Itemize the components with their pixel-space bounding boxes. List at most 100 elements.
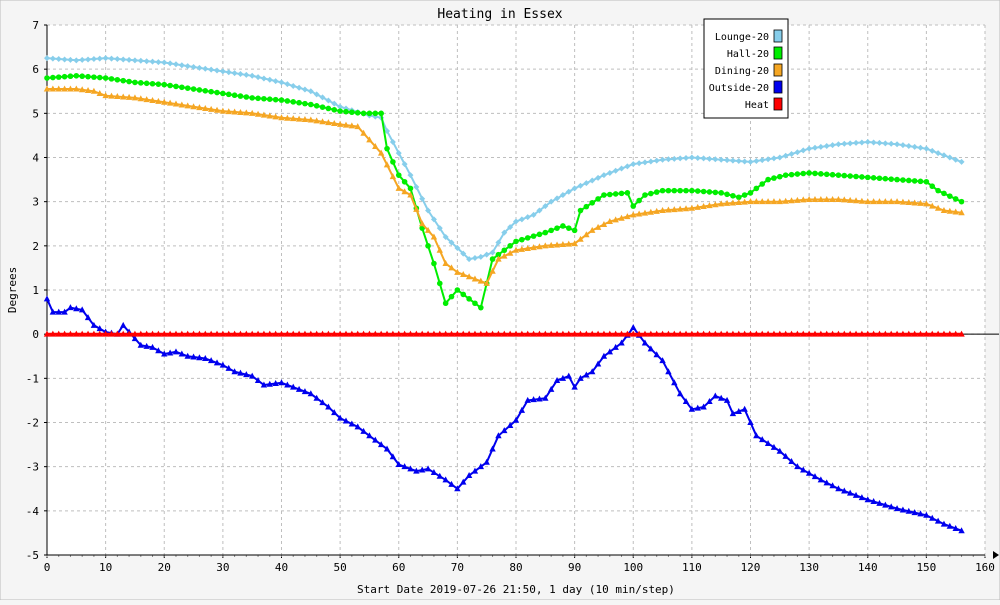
series-marker xyxy=(425,243,431,249)
series-marker xyxy=(361,111,367,117)
series-marker xyxy=(44,75,50,81)
series-marker xyxy=(349,109,355,115)
x-tick-label: 120 xyxy=(741,561,761,574)
series-marker xyxy=(167,83,173,89)
series-marker xyxy=(302,101,308,107)
series-marker xyxy=(718,190,724,196)
x-tick-label: 60 xyxy=(392,561,405,574)
series-marker xyxy=(853,174,859,180)
series-marker xyxy=(771,175,777,181)
x-tick-label: 150 xyxy=(916,561,936,574)
series-marker xyxy=(232,92,238,98)
series-marker xyxy=(548,228,554,234)
series-marker xyxy=(666,188,672,194)
series-marker xyxy=(701,189,707,195)
series-marker xyxy=(156,81,162,87)
series-heat xyxy=(44,331,965,337)
legend-swatch xyxy=(774,47,782,59)
series-marker xyxy=(613,191,619,197)
series-marker xyxy=(730,193,736,199)
series-marker xyxy=(384,146,390,152)
x-tick-label: 140 xyxy=(858,561,878,574)
series-marker xyxy=(455,287,461,293)
series-marker xyxy=(941,191,947,197)
legend-swatch xyxy=(774,64,782,76)
series-marker xyxy=(507,243,513,249)
y-tick-label: -5 xyxy=(26,549,39,562)
series-marker xyxy=(777,174,783,180)
y-tick-label: 6 xyxy=(32,63,39,76)
series-marker xyxy=(812,171,818,177)
series-marker xyxy=(800,171,806,177)
series-marker xyxy=(378,111,384,117)
series-marker xyxy=(490,256,496,262)
x-tick-label: 30 xyxy=(216,561,229,574)
series-marker xyxy=(836,172,842,178)
series-marker xyxy=(320,104,326,110)
series-marker xyxy=(208,89,214,95)
series-marker xyxy=(589,200,595,206)
series-marker xyxy=(630,203,636,209)
series-marker xyxy=(754,186,760,192)
series-marker xyxy=(959,199,965,205)
series-marker xyxy=(924,179,930,185)
series-marker xyxy=(120,78,126,84)
series-marker xyxy=(161,82,167,88)
series-marker xyxy=(367,111,373,117)
x-tick-label: 70 xyxy=(451,561,464,574)
x-tick-label: 0 xyxy=(44,561,51,574)
series-marker xyxy=(355,110,361,116)
series-marker xyxy=(396,172,402,178)
y-tick-label: -2 xyxy=(26,417,39,430)
series-marker xyxy=(74,73,80,79)
legend-swatch xyxy=(774,98,782,110)
series-marker xyxy=(765,177,771,183)
series-marker xyxy=(296,100,302,106)
legend-label: Dining-20 xyxy=(715,66,769,77)
series-marker xyxy=(197,87,203,93)
series-marker xyxy=(138,80,144,86)
series-marker xyxy=(713,190,719,196)
series-marker xyxy=(373,111,379,117)
series-marker xyxy=(220,91,226,97)
y-tick-label: 3 xyxy=(32,196,39,209)
series-marker xyxy=(742,192,748,198)
y-tick-label: -4 xyxy=(26,505,40,518)
series-marker xyxy=(543,230,549,236)
series-marker xyxy=(877,175,883,181)
series-marker xyxy=(68,73,74,79)
series-marker xyxy=(79,73,85,79)
series-marker xyxy=(830,172,836,178)
series-marker xyxy=(572,228,578,234)
x-tick-label: 40 xyxy=(275,561,288,574)
series-marker xyxy=(513,239,519,245)
series-marker xyxy=(50,75,56,81)
series-marker xyxy=(472,300,478,306)
series-marker xyxy=(654,189,660,195)
series-marker xyxy=(238,93,244,99)
series-marker xyxy=(912,178,918,184)
x-tick-label: 20 xyxy=(158,561,171,574)
legend-label: Heat xyxy=(745,100,769,111)
series-marker xyxy=(625,190,631,196)
series-marker xyxy=(214,90,220,96)
series-marker xyxy=(261,96,267,102)
series-marker xyxy=(531,233,537,239)
series-marker xyxy=(185,85,191,91)
y-tick-label: -1 xyxy=(26,372,39,385)
series-marker xyxy=(636,198,642,204)
series-marker xyxy=(865,175,871,181)
series-marker xyxy=(150,81,156,87)
series-marker xyxy=(554,225,560,231)
series-marker xyxy=(103,75,109,81)
x-axis-label: Start Date 2019-07-26 21:50, 1 day (10 m… xyxy=(357,583,675,596)
legend-swatch xyxy=(774,81,782,93)
series-marker xyxy=(818,171,824,177)
series-marker xyxy=(337,108,343,114)
y-tick-label: 5 xyxy=(32,107,39,120)
series-marker xyxy=(126,79,132,85)
series-marker xyxy=(402,179,408,185)
series-marker xyxy=(671,188,677,194)
